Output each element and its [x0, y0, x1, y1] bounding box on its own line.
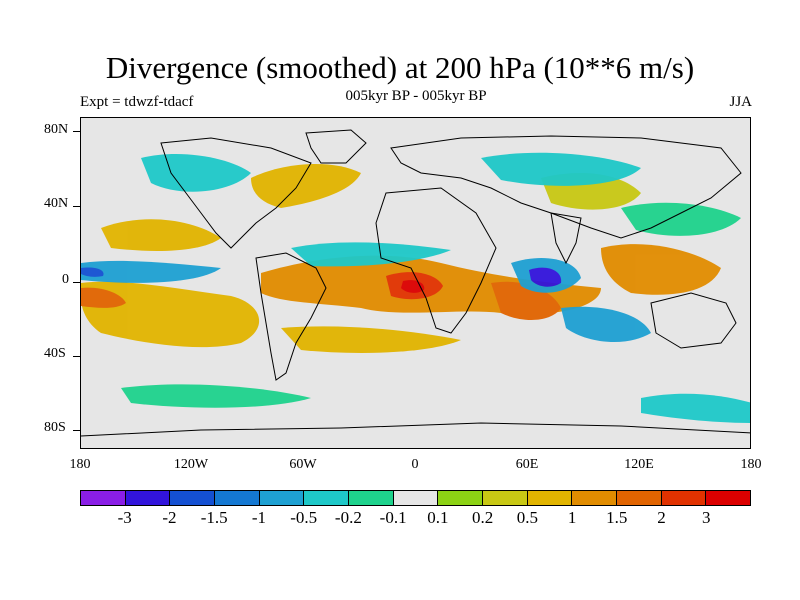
field-southern-ocean	[281, 326, 461, 353]
colorbar-swatch	[170, 491, 216, 505]
map-canvas	[81, 129, 750, 437]
lat-tick	[73, 206, 80, 207]
lat-label-40n: 40N	[44, 196, 69, 211]
colorbar-label: -0.2	[334, 508, 362, 527]
colorbar-swatch	[81, 491, 126, 505]
colorbar	[80, 490, 751, 506]
colorbar-label: -1.5	[200, 508, 228, 527]
lat-tick	[73, 131, 80, 132]
colorbar-label: -3	[117, 508, 132, 527]
colorbar-swatch	[572, 491, 618, 505]
field-eurasia	[481, 152, 641, 186]
field-arabian-core	[529, 267, 562, 287]
colorbar-swatch	[125, 491, 171, 505]
colorbar-swatch	[483, 491, 528, 505]
lon-label-0: 0	[411, 457, 419, 472]
lat-tick	[73, 282, 80, 283]
coast-australia	[650, 292, 737, 349]
field-south-pacific	[81, 281, 260, 348]
field-antarctic	[641, 393, 750, 423]
coast-africa	[375, 187, 497, 334]
period-label: 005kyr BP - 005kyr BP	[345, 88, 487, 104]
lon-label-180e: 180	[740, 457, 762, 472]
colorbar-label: 2	[657, 508, 666, 527]
lat-label-80s: 80S	[44, 420, 66, 435]
colorbar-swatch	[527, 491, 573, 505]
field-maritime	[601, 244, 721, 295]
coast-india	[550, 212, 582, 265]
divergence-map	[80, 117, 751, 449]
colorbar-label: 0.5	[516, 508, 538, 527]
colorbar-label: -2	[162, 508, 177, 527]
chart-title: Divergence (smoothed) at 200 hPa (10**6 …	[105, 50, 695, 85]
colorbar-label: 3	[702, 508, 711, 527]
lon-label-120w: 120W	[173, 457, 209, 472]
coast-eurasia	[390, 135, 742, 239]
lat-label-80n: 80N	[44, 122, 69, 137]
field-pacific-equator	[81, 260, 221, 283]
colorbar-label: 0.2	[471, 508, 494, 527]
coastlines	[81, 129, 750, 437]
coast-antarctica	[81, 422, 750, 437]
colorbar-swatch	[661, 491, 707, 505]
colorbar-swatch	[259, 491, 305, 505]
colorbar-label: 0.1	[427, 508, 449, 527]
field-indian-south	[561, 306, 651, 343]
colorbar-swatch	[393, 491, 439, 505]
colorbar-swatch	[215, 491, 260, 505]
colorbar-swatch	[304, 491, 350, 505]
experiment-label: Expt = tdwzf-tdacf	[80, 94, 194, 110]
field-north-atlantic	[251, 163, 361, 208]
lat-label-0: 0	[62, 272, 69, 287]
coast-south-america	[255, 252, 327, 381]
season-label: JJA	[729, 94, 752, 110]
field-equatorial-atlantic	[291, 242, 451, 267]
colorbar-label: -0.1	[379, 508, 407, 527]
colorbar-swatch	[349, 491, 394, 505]
lon-label-60w: 60W	[289, 457, 317, 472]
coast-north-america	[160, 137, 312, 249]
colorbar-swatch	[617, 491, 662, 505]
field-west-pacific	[621, 202, 741, 236]
field-pacific-equator-core	[81, 267, 104, 277]
lon-label-120e: 120E	[624, 457, 654, 472]
field-north-pacific	[101, 219, 221, 251]
coast-greenland	[305, 129, 367, 164]
lat-tick	[73, 430, 80, 431]
lat-label-40s: 40S	[44, 346, 66, 361]
colorbar-label: 1.5	[606, 508, 628, 527]
lat-tick	[73, 356, 80, 357]
lon-label-180w: 180	[69, 457, 91, 472]
field-north-america	[141, 153, 251, 192]
lon-label-60e: 60E	[515, 457, 539, 472]
colorbar-swatch	[706, 491, 751, 505]
colorbar-swatch	[438, 491, 484, 505]
colorbar-label: 1	[567, 508, 577, 527]
field-southern-band	[121, 384, 311, 408]
field-south-pacific-core	[81, 287, 126, 308]
colorbar-label: -0.5	[290, 508, 318, 527]
colorbar-label: -1	[251, 508, 267, 527]
